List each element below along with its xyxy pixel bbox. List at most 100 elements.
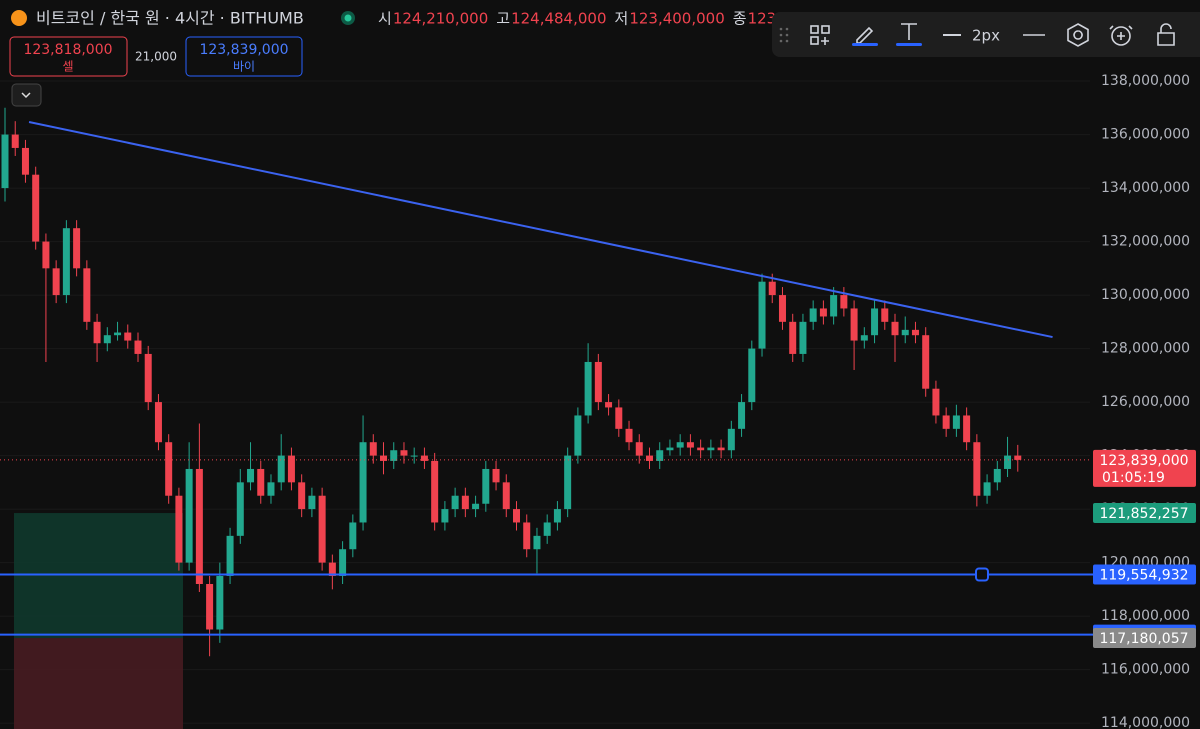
candle-body <box>236 482 244 536</box>
candle-body <box>871 308 879 336</box>
candle-body <box>257 468 265 496</box>
status-dot-core <box>344 14 352 22</box>
candle-body <box>472 503 480 510</box>
candle-body <box>380 455 388 461</box>
candle-body <box>911 329 919 336</box>
candle-body <box>83 268 91 322</box>
candle-body <box>114 332 122 336</box>
candle-body <box>922 335 930 389</box>
y-tick-label: 138,000,000 <box>1101 73 1190 89</box>
plot: 114,000,000116,000,000118,000,000120,000… <box>0 73 1196 729</box>
candle-body <box>42 241 50 269</box>
ohlc-key: 시 <box>378 10 392 28</box>
y-tick-label: 116,000,000 <box>1101 662 1190 678</box>
candle-body <box>1004 455 1012 469</box>
candle-body <box>206 584 214 630</box>
candle-body <box>635 442 643 456</box>
candle-body <box>1 134 9 189</box>
line-handle <box>975 567 989 582</box>
ohlc-value: 124,484,000 <box>511 10 606 28</box>
candle-body <box>758 281 766 349</box>
buy-price: 123,839,000 <box>199 42 288 58</box>
template-tool[interactable] <box>810 25 830 45</box>
stop-zone <box>14 638 183 729</box>
candle-body <box>625 428 633 443</box>
candle-body <box>359 442 367 523</box>
candle-body <box>420 455 428 461</box>
candle-body <box>615 407 623 429</box>
candle-body <box>932 388 940 416</box>
line-width[interactable]: 2px <box>972 27 1000 45</box>
candle-body <box>267 482 275 496</box>
candle-body <box>973 442 981 496</box>
y-tick-label: 134,000,000 <box>1101 180 1190 196</box>
y-tick-label: 132,000,000 <box>1101 234 1190 250</box>
ohlc-header: 시 124,210,000 고 124,484,000 저 123,400,000 종 123… <box>378 10 781 28</box>
candle-body <box>594 361 602 403</box>
candle-body <box>328 562 336 576</box>
candle-body <box>195 468 203 585</box>
candle-body <box>400 450 408 456</box>
candle-body <box>901 329 909 336</box>
current-price-label: 123,839,000 <box>1099 453 1188 469</box>
candle-body <box>287 455 295 483</box>
candle-body <box>318 495 326 563</box>
candle-body <box>52 268 60 296</box>
coin-icon <box>11 10 27 26</box>
candle-body <box>584 361 592 416</box>
candle-body <box>778 295 786 322</box>
symbol-title: 비트코인 / 한국 원 · 4시간 · BITHUMB <box>36 9 304 28</box>
drag-handle <box>779 27 789 43</box>
y-tick-label: 136,000,000 <box>1101 127 1190 143</box>
candle-body <box>553 509 561 523</box>
price-tag-label: 121,852,257 <box>1099 506 1188 522</box>
ohlc-key: 저 <box>615 10 629 28</box>
candle-body <box>103 335 111 344</box>
candle-body <box>1014 455 1022 460</box>
alert-plus <box>1109 25 1133 40</box>
pencil-tool[interactable] <box>856 26 874 44</box>
candle-body <box>21 147 29 175</box>
price-tag-label: 119,554,932 <box>1099 568 1188 584</box>
chevron <box>21 92 31 99</box>
candle-body <box>277 455 285 483</box>
candle-body <box>860 335 868 341</box>
candle-body <box>482 468 490 504</box>
candle-body <box>564 455 572 510</box>
candle-body <box>543 522 551 536</box>
y-tick-label: 128,000,000 <box>1101 341 1190 357</box>
candle-body <box>738 402 746 429</box>
candle-body <box>533 535 541 550</box>
candle-body <box>727 428 735 451</box>
sell-button[interactable] <box>9 36 128 77</box>
lock-tool[interactable] <box>1157 23 1175 46</box>
candle-body <box>993 468 1001 483</box>
candle-body <box>175 495 183 563</box>
collapse-button[interactable] <box>11 83 42 107</box>
current-price-tag <box>1093 449 1196 487</box>
spread: 21,000 <box>135 50 177 64</box>
alert-tool[interactable] <box>1111 26 1131 46</box>
ohlc-key: 종 <box>733 10 747 28</box>
buy-button[interactable] <box>185 36 303 77</box>
candle-body <box>717 447 725 451</box>
y-tick-label: 118,000,000 <box>1101 608 1190 624</box>
candle-body <box>963 415 971 443</box>
candle-body <box>349 522 357 550</box>
candle-body <box>942 415 950 429</box>
settings-tool[interactable] <box>1067 23 1089 47</box>
candle-body <box>431 460 439 523</box>
ohlc-key: 고 <box>496 10 510 28</box>
candle-body <box>891 321 899 336</box>
candle-body <box>799 321 807 354</box>
price-tag <box>1093 628 1196 649</box>
candle-body <box>93 321 101 344</box>
candle-body <box>523 522 531 550</box>
candle-body <box>154 402 162 443</box>
price-tag <box>1093 503 1196 524</box>
text-tool[interactable] <box>901 23 917 40</box>
candle-body <box>11 134 19 148</box>
candle-body <box>768 281 776 296</box>
